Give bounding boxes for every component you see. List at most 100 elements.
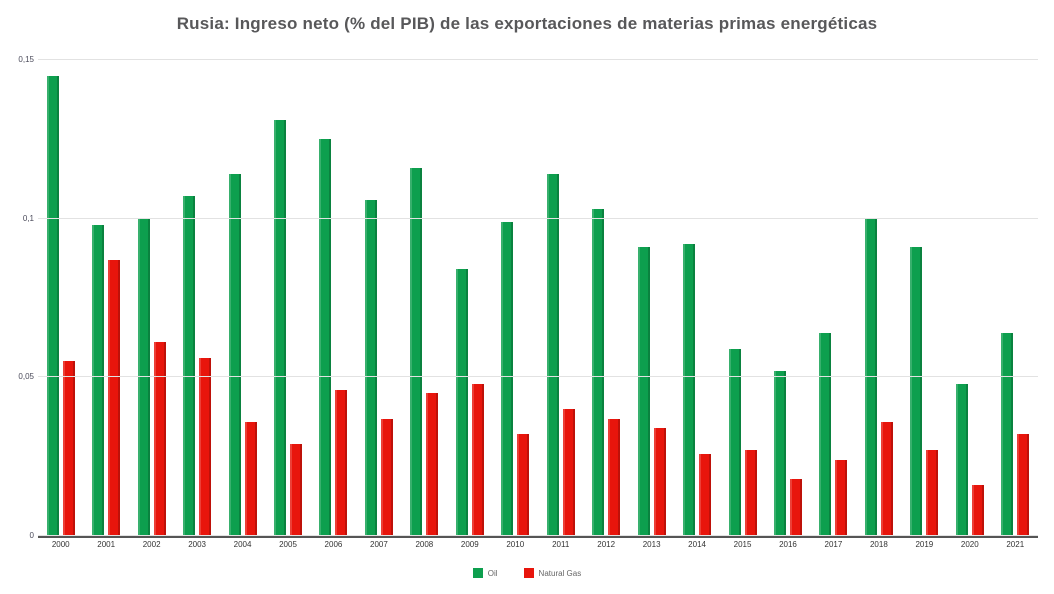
oil-bar[interactable] (773, 371, 786, 536)
gridline (38, 376, 1038, 378)
legend-label: Natural Gas (538, 568, 582, 578)
natural-gas-bar[interactable] (880, 421, 893, 536)
natural-gas-bar[interactable] (426, 393, 439, 536)
bar-group (311, 60, 356, 536)
bar-group (947, 60, 992, 536)
legend-label: Oil (487, 568, 498, 578)
x-axis-tick-label: 2002 (142, 540, 161, 549)
x-axis-tick-label: 2011 (552, 540, 570, 549)
natural-gas-bar[interactable] (108, 259, 121, 536)
gridline (38, 217, 1038, 219)
oil-bar[interactable] (683, 244, 696, 536)
bar-group (856, 60, 901, 536)
bar-group (38, 60, 83, 536)
bar-group (811, 60, 856, 536)
x-axis-tick-label: 2016 (779, 540, 797, 549)
legend-swatch (472, 568, 483, 578)
oil-bar[interactable] (546, 174, 559, 536)
bar-group (538, 60, 583, 536)
plot-area: 0 0,05 0,1 0,15 (18, 55, 1038, 540)
oil-bar[interactable] (592, 209, 605, 536)
bar-group (356, 60, 401, 536)
natural-gas-bar[interactable] (699, 453, 712, 536)
oil-bar[interactable] (183, 196, 196, 536)
x-axis-tick-label: 2017 (824, 540, 843, 549)
bar-group (174, 60, 219, 536)
bar-group (902, 60, 947, 536)
y-axis-tick-label: 0,1 (22, 213, 34, 223)
bar-group (129, 60, 174, 536)
natural-gas-bar[interactable] (971, 485, 984, 536)
natural-gas-bar[interactable] (835, 459, 848, 536)
x-axis-tick-label: 2007 (370, 540, 388, 549)
natural-gas-bar[interactable] (744, 450, 757, 536)
oil-bar[interactable] (46, 75, 59, 536)
oil-bar[interactable] (501, 221, 514, 536)
bar-group (629, 60, 674, 536)
bar-group (447, 60, 492, 536)
x-axis-tick-label: 2009 (460, 540, 479, 549)
bars-area (38, 60, 1038, 536)
x-axis-tick-label: 2020 (960, 540, 979, 549)
natural-gas-bar[interactable] (789, 478, 802, 536)
bar-group (265, 60, 310, 536)
chart-title: Rusia: Ingreso neto (% del PIB) de las e… (176, 14, 878, 33)
oil-bar[interactable] (637, 247, 650, 536)
x-axis-tick-label: 2019 (915, 540, 934, 549)
legend: Oil Natural Gas (0, 568, 1054, 578)
x-axis-tick-label: 2006 (324, 540, 343, 549)
oil-bar[interactable] (364, 199, 377, 536)
oil-bar[interactable] (728, 348, 741, 536)
oil-bar[interactable] (273, 120, 286, 536)
bar-group (765, 60, 810, 536)
x-axis-tick-label: 2000 (51, 540, 70, 549)
x-axis-tick-label: 2008 (415, 540, 434, 549)
y-axis-tick-label: 0,15 (18, 55, 34, 64)
natural-gas-bar[interactable] (244, 421, 257, 536)
natural-gas-bar[interactable] (562, 409, 575, 536)
x-axis-tick-label: 2003 (188, 540, 206, 549)
y-axis-tick-label: 0 (29, 531, 34, 540)
natural-gas-bar[interactable] (471, 383, 484, 536)
oil-bar[interactable] (92, 225, 105, 536)
x-axis-tick-label: 2012 (597, 540, 616, 549)
bar-group (674, 60, 719, 536)
x-axis-tick-label: 2014 (688, 540, 706, 549)
natural-gas-bar[interactable] (62, 361, 75, 536)
oil-bar[interactable] (1001, 332, 1014, 536)
natural-gas-bar[interactable] (289, 443, 302, 536)
natural-gas-bar[interactable] (517, 434, 530, 536)
x-axis-tick-label: 2005 (279, 540, 297, 549)
oil-bar[interactable] (455, 269, 468, 536)
natural-gas-bar[interactable] (199, 358, 212, 536)
x-axis-tick-label: 2021 (1006, 540, 1025, 549)
x-axis-tick-label: 2004 (233, 540, 252, 549)
legend-swatch (523, 568, 534, 578)
bar-group (493, 60, 538, 536)
bar-group (402, 60, 447, 536)
oil-bar[interactable] (410, 167, 423, 536)
bar-group (220, 60, 265, 536)
natural-gas-bar[interactable] (926, 450, 939, 536)
legend-item-oil[interactable]: Oil (472, 568, 498, 578)
bar-group (993, 60, 1038, 536)
oil-bar[interactable] (319, 139, 332, 536)
oil-bar[interactable] (819, 332, 832, 536)
natural-gas-bar[interactable] (335, 390, 348, 536)
natural-gas-bar[interactable] (1017, 434, 1030, 536)
oil-bar[interactable] (910, 247, 923, 536)
x-axis-tick-label: 2010 (506, 540, 525, 549)
natural-gas-bar[interactable] (608, 418, 621, 536)
oil-bar[interactable] (228, 174, 241, 536)
gridline (38, 535, 1038, 536)
oil-bar[interactable] (955, 383, 968, 536)
legend-item-natural-gas[interactable]: Natural Gas (523, 568, 582, 578)
bar-group (720, 60, 765, 536)
natural-gas-bar[interactable] (653, 428, 666, 536)
plot-wrap: 0 0,05 0,1 0,15 (18, 55, 1038, 540)
natural-gas-bar[interactable] (380, 418, 393, 536)
x-axis-tick-label: 2013 (642, 540, 661, 549)
natural-gas-bar[interactable] (153, 342, 166, 536)
x-axis-tick-label: 2001 (97, 540, 116, 549)
